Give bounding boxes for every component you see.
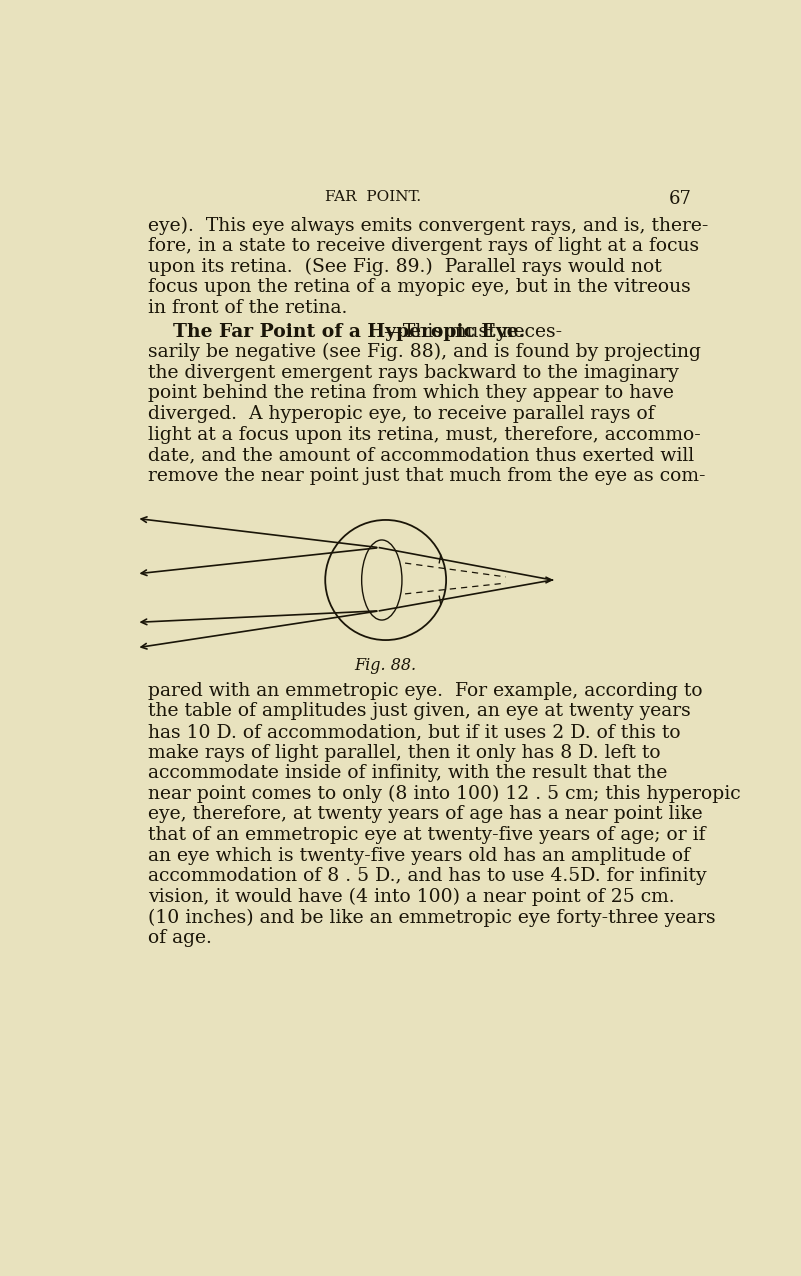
Text: that of an emmetropic eye at twenty-five years of age; or if: that of an emmetropic eye at twenty-five… xyxy=(148,826,706,845)
Text: focus upon the retina of a myopic eye, but in the vitreous: focus upon the retina of a myopic eye, b… xyxy=(148,278,691,296)
Text: date, and the amount of accommodation thus exerted will: date, and the amount of accommodation th… xyxy=(148,447,694,464)
Text: eye, therefore, at twenty years of age has a near point like: eye, therefore, at twenty years of age h… xyxy=(148,805,702,823)
Text: —This must neces-: —This must neces- xyxy=(384,323,562,341)
Text: vision, it would have (4 into 100) a near point of 25 cm.: vision, it would have (4 into 100) a nea… xyxy=(148,888,674,906)
Text: the table of amplitudes just given, an eye at twenty years: the table of amplitudes just given, an e… xyxy=(148,702,691,720)
Text: upon its retina.  (See Fig. 89.)  Parallel rays would not: upon its retina. (See Fig. 89.) Parallel… xyxy=(148,258,662,276)
Text: near point comes to only (8 into 100) 12 . 5 cm; this hyperopic: near point comes to only (8 into 100) 12… xyxy=(148,785,741,803)
Text: eye).  This eye always emits convergent rays, and is, there-: eye). This eye always emits convergent r… xyxy=(148,216,709,235)
Text: light at a focus upon its retina, must, therefore, accommo-: light at a focus upon its retina, must, … xyxy=(148,426,701,444)
Text: an eye which is twenty-five years old has an amplitude of: an eye which is twenty-five years old ha… xyxy=(148,847,690,865)
Text: sarily be negative (see Fig. 88), and is found by projecting: sarily be negative (see Fig. 88), and is… xyxy=(148,343,701,361)
Text: the divergent emergent rays backward to the imaginary: the divergent emergent rays backward to … xyxy=(148,364,679,382)
Text: diverged.  A hyperopic eye, to receive parallel rays of: diverged. A hyperopic eye, to receive pa… xyxy=(148,404,654,424)
Text: accommodate inside of infinity, with the result that the: accommodate inside of infinity, with the… xyxy=(148,764,667,782)
Text: point behind the retina from which they appear to have: point behind the retina from which they … xyxy=(148,384,674,402)
Text: fore, in a state to receive divergent rays of light at a focus: fore, in a state to receive divergent ra… xyxy=(148,237,699,255)
Text: The Far Point of a Hyperopic Eye.: The Far Point of a Hyperopic Eye. xyxy=(173,323,525,341)
Text: make rays of light parallel, then it only has 8 D. left to: make rays of light parallel, then it onl… xyxy=(148,744,661,762)
Text: remove the near point just that much from the eye as com-: remove the near point just that much fro… xyxy=(148,467,706,485)
Text: has 10 D. of accommodation, but if it uses 2 D. of this to: has 10 D. of accommodation, but if it us… xyxy=(148,723,681,741)
Text: FAR  POINT.: FAR POINT. xyxy=(325,190,421,204)
Text: (10 inches) and be like an emmetropic eye forty-three years: (10 inches) and be like an emmetropic ey… xyxy=(148,909,716,926)
Text: accommodation of 8 . 5 D., and has to use 4.5D. for infinity: accommodation of 8 . 5 D., and has to us… xyxy=(148,868,706,886)
Text: in front of the retina.: in front of the retina. xyxy=(148,299,348,316)
Text: Fig. 88.: Fig. 88. xyxy=(355,657,417,674)
Text: 67: 67 xyxy=(669,190,692,208)
Text: pared with an emmetropic eye.  For example, according to: pared with an emmetropic eye. For exampl… xyxy=(148,681,702,699)
Text: of age.: of age. xyxy=(148,929,212,947)
